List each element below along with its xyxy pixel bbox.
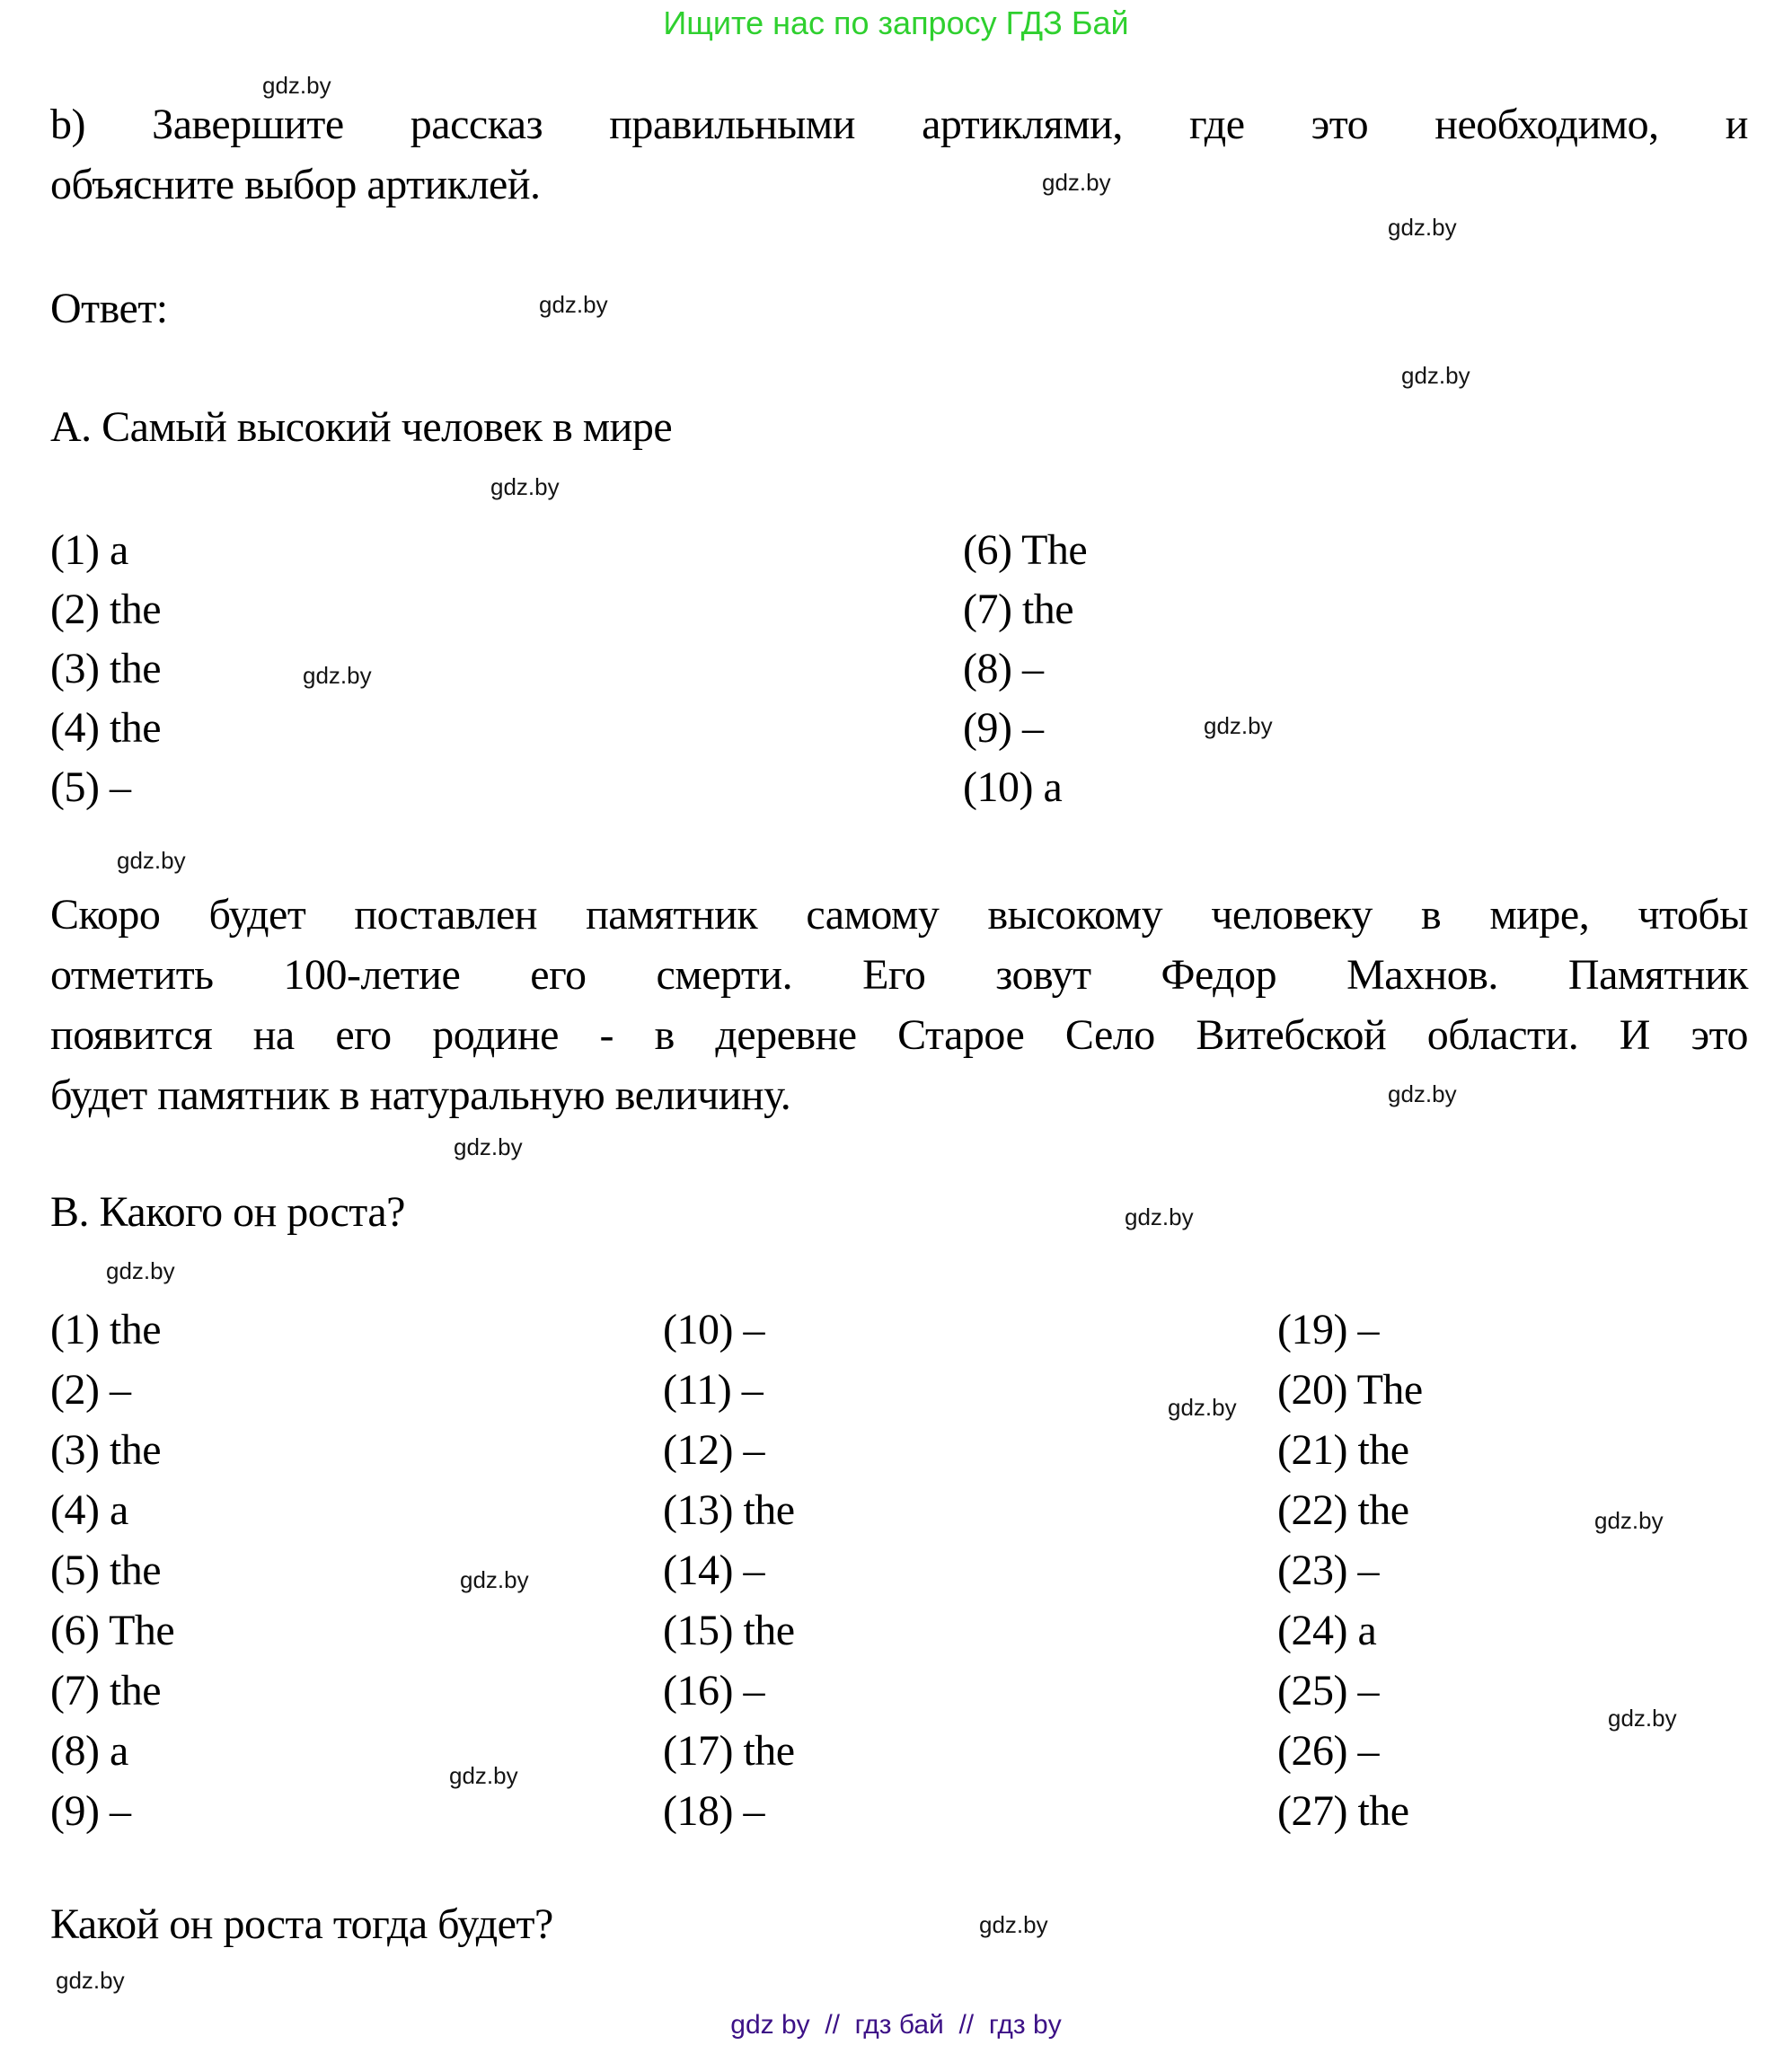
section-a-paragraph: Скоро будет поставлен памятник самому вы… [50,885,1749,1125]
paragraph-line: появится на его родине - в деревне Старо… [50,1011,1749,1059]
paragraph-line: отметить 100-летие его смерти. Его зовут… [50,951,1749,999]
section-b-title: В. Какого он роста? [50,1188,405,1236]
task-text: b) Завершите рассказ правильными артикля… [50,94,1749,215]
answer-item: (16) – [663,1667,764,1714]
answer-item: (11) – [663,1366,764,1414]
watermark: gdz.by [1168,1394,1237,1421]
watermark: gdz.by [1594,1507,1664,1534]
section-b-answers-col2: (10) – (11) – (12) – (13) the (14) – (15) the… [663,1300,795,1841]
search-promo-banner: Ищите нас по запросу ГДЗ Бай [663,4,1129,41]
section-a-answers-col1: (1) a (2) the (3) the (4) the (5) – [50,521,162,817]
answer-item: (6) The [963,526,1088,574]
watermark: gdz.by [1401,362,1470,389]
watermark: gdz.by [117,847,186,874]
watermark: gdz.by [539,291,608,318]
answer-item: (6) The [50,1607,175,1654]
watermark: gdz.by [303,662,372,689]
answer-item: (10) a [963,763,1063,811]
watermark: gdz.by [449,1762,518,1789]
watermark: gdz.by [490,473,560,500]
watermark: gdz.by [1388,214,1457,241]
watermark: gdz.by [1125,1203,1194,1230]
watermark: gdz.by [979,1911,1048,1938]
section-a-answers-col2: (6) The (7) the (8) – (9) – (10) a [963,521,1088,817]
answer-item: (7) the [50,1667,162,1714]
answer-item: (7) the [963,586,1074,633]
answer-item: (21) the [1277,1426,1409,1474]
answer-item: (24) a [1277,1607,1377,1654]
answer-item: (5) the [50,1547,162,1594]
watermark: gdz.by [1608,1705,1677,1732]
answer-item: (14) – [663,1547,764,1594]
watermark: gdz.by [262,72,331,99]
answer-item: (4) a [50,1486,128,1534]
answer-item: (12) – [663,1426,764,1474]
answer-item: (9) – [963,704,1044,752]
answer-item: (15) the [663,1607,795,1654]
watermark: gdz.by [56,1967,125,1994]
answer-item: (8) – [963,645,1044,692]
answer-item: (27) the [1277,1787,1409,1835]
answer-item: (3) the [50,645,162,692]
watermark: gdz.by [1204,712,1273,739]
answer-item: (13) the [663,1486,795,1534]
section-b-answers-col1: (1) the (2) – (3) the (4) a (5) the (6) The (7… [50,1300,175,1841]
paragraph-line: будет памятник в натуральную величину. [50,1071,791,1119]
answer-item: (1) a [50,526,128,574]
answer-item: (25) – [1277,1667,1379,1714]
paragraph-line: Скоро будет поставлен памятник самому вы… [50,891,1749,939]
answer-item: (26) – [1277,1727,1379,1775]
answer-item: (9) – [50,1787,131,1835]
task-text-line: b) Завершите рассказ правильными артикля… [50,101,1749,148]
answer-item: (10) – [663,1306,764,1353]
answer-item: (2) – [50,1366,131,1414]
closing-question: Какой он роста тогда будет? [50,1900,553,1948]
answer-item: (2) the [50,586,162,633]
answer-item: (20) The [1277,1366,1423,1414]
section-a-title: А. Самый высокий человек в мире [50,403,673,451]
watermark: gdz.by [106,1257,175,1284]
task-text-line: объясните выбор артиклей. [50,161,541,208]
watermark: gdz.by [1388,1080,1457,1107]
answer-item: (23) – [1277,1547,1379,1594]
watermark: gdz.by [460,1566,529,1593]
watermark: gdz.by [454,1133,523,1160]
answer-item: (19) – [1277,1306,1379,1353]
answer-item: (8) a [50,1727,128,1775]
answer-item: (4) the [50,704,162,752]
watermark: gdz.by [1042,169,1111,196]
answer-label: Ответ: [50,285,168,332]
section-b-answers-col3: (19) – (20) The (21) the (22) the (23) – (24)… [1277,1300,1423,1841]
answer-item: (5) – [50,763,131,811]
answer-item: (22) the [1277,1486,1409,1534]
footer-links: gdz by // гдз бай // гдз by [730,2010,1062,2040]
answer-item: (18) – [663,1787,764,1835]
answer-item: (1) the [50,1306,162,1353]
answer-item: (3) the [50,1426,162,1474]
answer-item: (17) the [663,1727,795,1775]
